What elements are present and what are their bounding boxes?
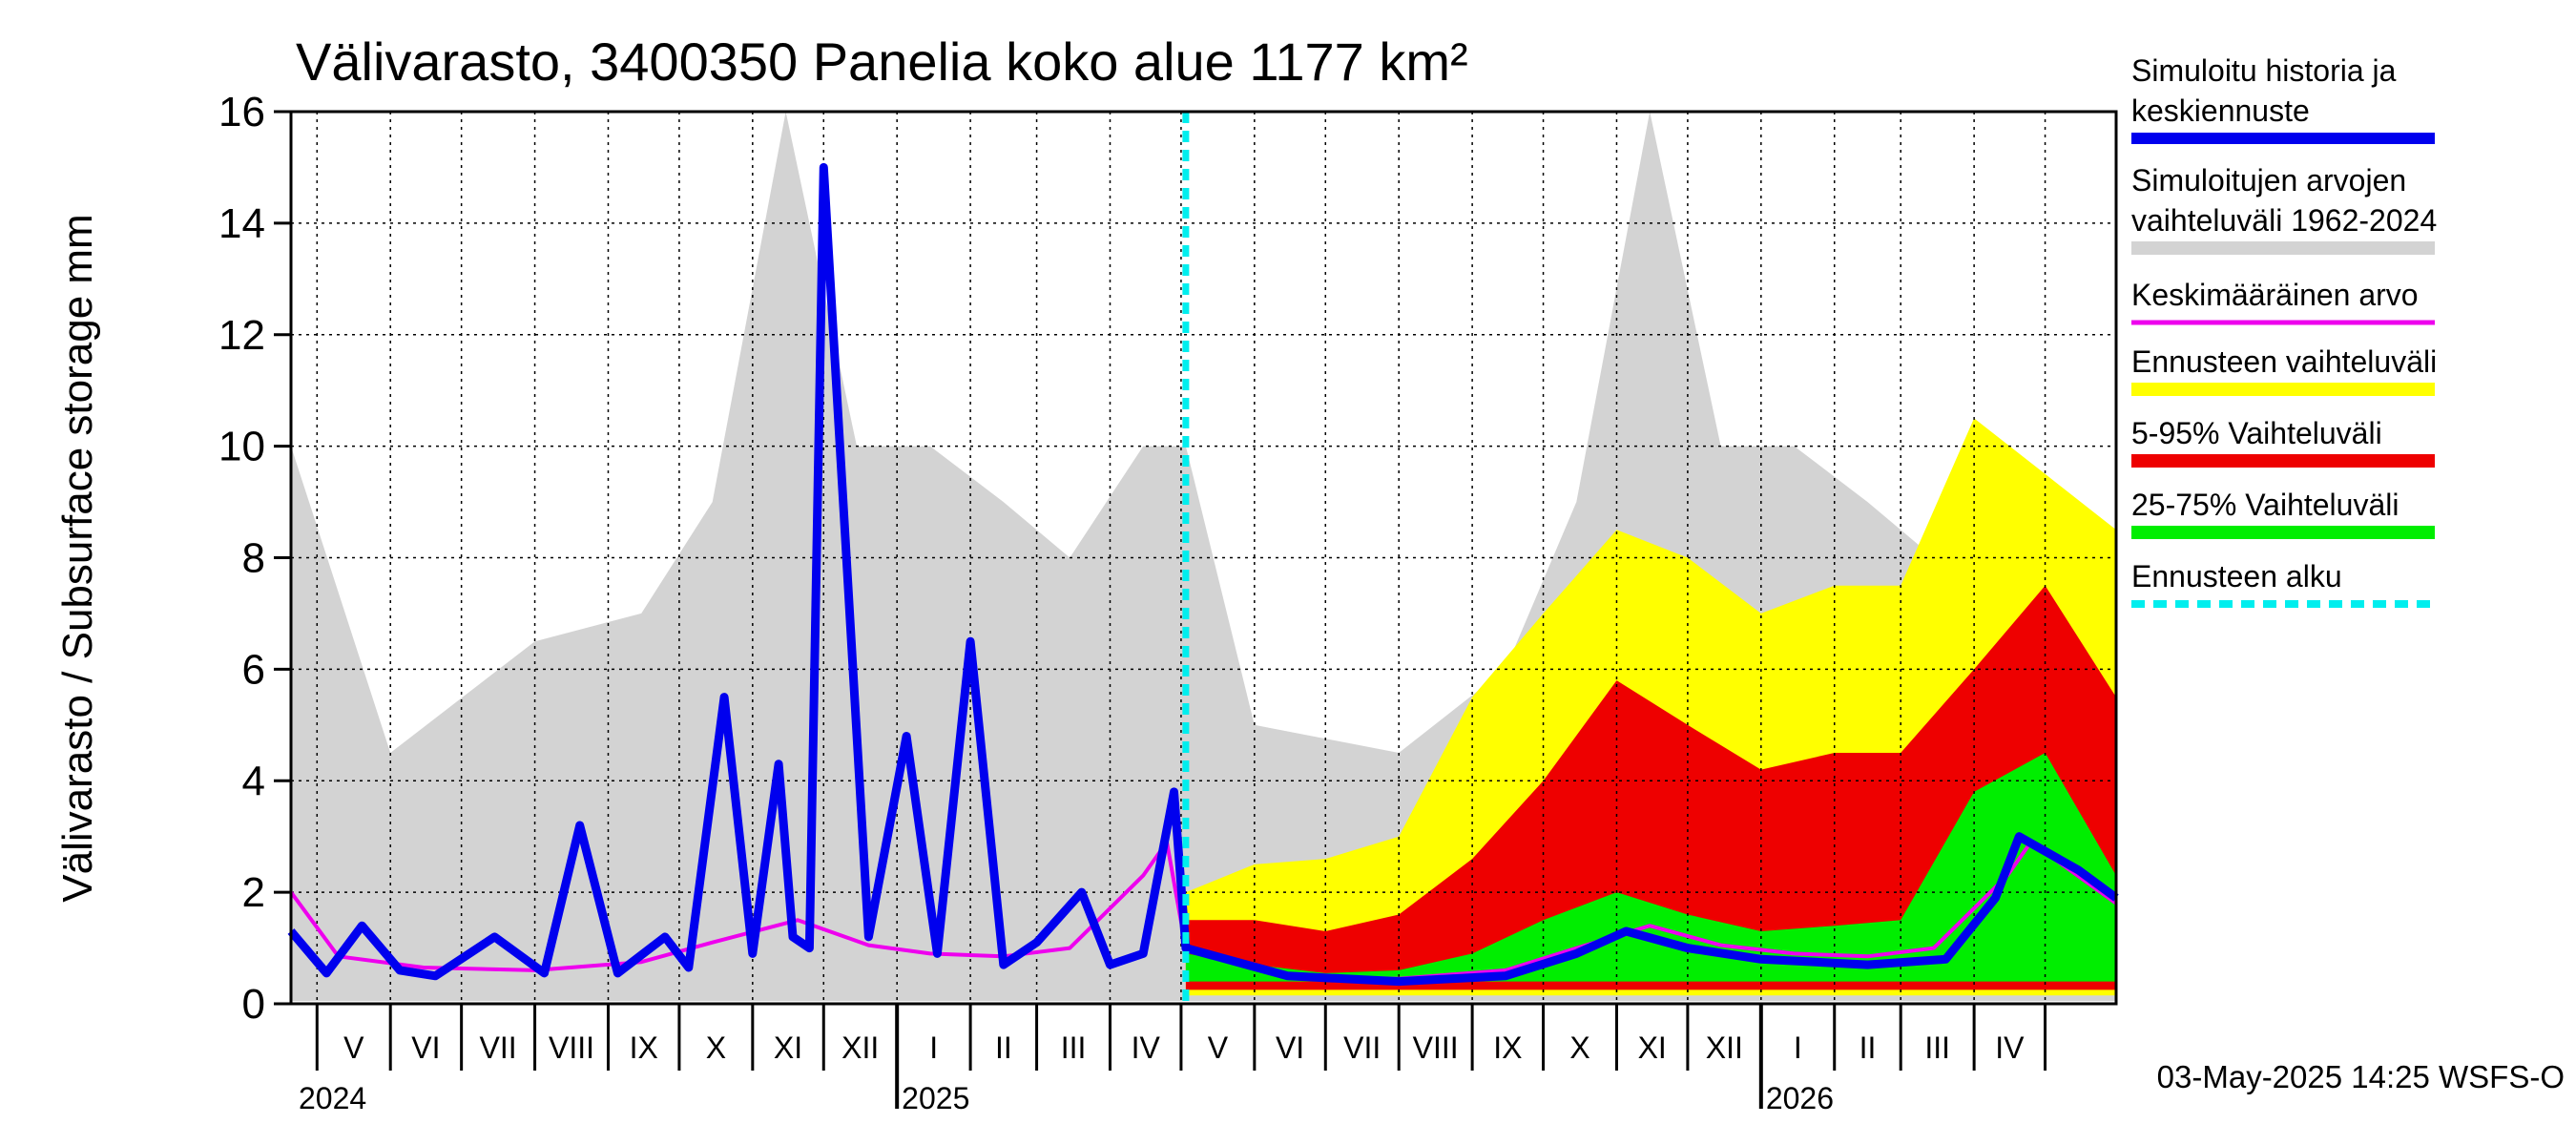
month-label: V: [343, 1030, 364, 1065]
month-label: I: [929, 1030, 938, 1065]
month-label: VIII: [549, 1030, 594, 1065]
legend-label-mean: Keskimääräinen arvo: [2131, 278, 2419, 312]
legend-label-p595: 5-95% Vaihteluväli: [2131, 416, 2382, 450]
x-axis: V VI VII VIII IX X XI XII I II III IV V VI VII VIII IX X X…: [299, 1004, 2047, 1115]
y-tick-label: 12: [218, 312, 265, 359]
month-label: X: [706, 1030, 726, 1065]
month-label: II: [1859, 1030, 1877, 1065]
footer-timestamp: 03-May-2025 14:25 WSFS-O: [2157, 1059, 2565, 1094]
legend-label-start: Ennusteen alku: [2131, 559, 2342, 593]
y-tick-label: 14: [218, 200, 265, 247]
month-label: VII: [480, 1030, 517, 1065]
y-tick-label: 6: [242, 646, 265, 693]
year-label: 2025: [902, 1081, 969, 1115]
y-tick-label: 16: [218, 89, 265, 135]
month-label: IV: [1995, 1030, 2025, 1065]
p25-75-band: [1185, 753, 2116, 982]
legend-label-p2575: 25-75% Vaihteluväli: [2131, 488, 2399, 522]
p5-95-band: [1185, 585, 2116, 990]
month-label: III: [1061, 1030, 1087, 1065]
lines-layer: [287, 112, 2119, 1004]
month-label: VI: [411, 1030, 440, 1065]
y-tick-label: 4: [242, 758, 265, 804]
month-label: XI: [774, 1030, 802, 1065]
month-label: IV: [1132, 1030, 1161, 1065]
month-label: VI: [1276, 1030, 1304, 1065]
legend-label-fc: Ennusteen vaihteluväli: [2131, 344, 2437, 379]
month-label: XII: [841, 1030, 879, 1065]
month-label: XII: [1706, 1030, 1743, 1065]
month-label: IX: [630, 1030, 658, 1065]
y-tick-label: 8: [242, 535, 265, 582]
month-label: I: [1794, 1030, 1802, 1065]
y-axis-label: Välivarasto / Subsurface storage mm: [54, 214, 101, 902]
y-axis: 0 2 4 6 8 10 12 14 16: [218, 89, 291, 1028]
grid-layer: [291, 112, 2116, 1004]
legend-label-range: Simuloitujen arvojen vaihteluväli 1962-20…: [2131, 163, 2437, 238]
month-label: XI: [1638, 1030, 1667, 1065]
simulated-line: [287, 162, 2119, 987]
month-label: VII: [1343, 1030, 1381, 1065]
year-label: 2024: [299, 1081, 366, 1115]
legend: Simuloitu historia ja keskiennuste Simuloi…: [2131, 53, 2437, 608]
month-label: V: [1208, 1030, 1229, 1065]
chart-title: Välivarasto, 3400350 Panelia koko alue 1…: [296, 31, 1468, 92]
y-tick-label: 2: [242, 869, 265, 916]
bands-layer: [291, 112, 2116, 1002]
y-tick-label: 10: [218, 424, 265, 470]
legend-label-sim: Simuloitu historia ja keskiennuste: [2131, 53, 2397, 128]
mean-line: [289, 840, 2118, 981]
month-label: II: [995, 1030, 1012, 1065]
y-tick-label: 0: [242, 981, 265, 1028]
year-label: 2026: [1766, 1081, 1834, 1115]
month-label: III: [1924, 1030, 1950, 1065]
month-label: X: [1569, 1030, 1589, 1065]
month-label: VIII: [1413, 1030, 1459, 1065]
month-label: IX: [1493, 1030, 1522, 1065]
